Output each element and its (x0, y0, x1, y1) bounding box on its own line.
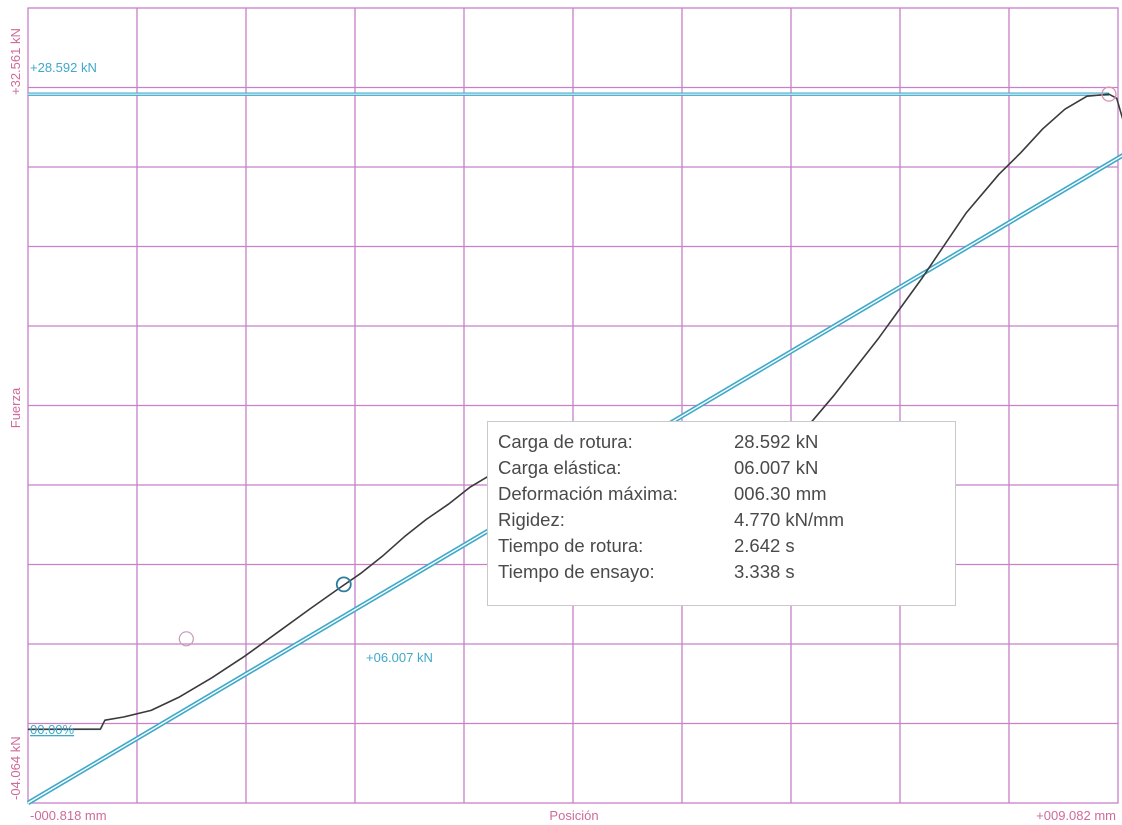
y-min-tick-label: -04.064 kN (8, 736, 23, 800)
break-load-marker (1101, 86, 1117, 102)
result-value: 4.770 kN/mm (734, 509, 845, 530)
result-label: Deformación máxima: (498, 483, 678, 504)
chart-series (26, 92, 1122, 805)
result-label: Tiempo de rotura: (498, 535, 644, 556)
result-label: Carga de rotura: (498, 431, 633, 452)
x-axis-title: Posición (549, 808, 598, 823)
force-curve-segment-2 (811, 93, 1122, 423)
x-max-tick-label: +009.082 mm (1036, 808, 1116, 823)
break-load-annotation: +28.592 kN (30, 60, 97, 75)
result-value: 28.592 kN (734, 431, 819, 452)
result-value: 06.007 kN (734, 457, 819, 478)
elastic-load-annotation: +06.007 kN (366, 650, 433, 665)
result-value: 3.338 s (734, 561, 795, 582)
stiffness-fit-line-highlight (27, 154, 1122, 804)
elastic-load-marker (335, 576, 352, 593)
force-curve-segment-1 (27, 457, 559, 731)
grid (27, 7, 1119, 804)
stiffness-fit-line (26, 153, 1122, 805)
results-panel: Carga de rotura: 28.592 kN Carga elástic… (487, 421, 956, 606)
result-value: 006.30 mm (734, 483, 827, 504)
secondary-marker (178, 631, 194, 647)
y-max-tick-label: +32.561 kN (8, 28, 23, 95)
result-label: Rigidez: (498, 509, 565, 530)
result-label: Carga elástica: (498, 457, 622, 478)
result-value: 2.642 s (734, 535, 795, 556)
y-axis-title: Fuerza (8, 387, 23, 428)
result-label: Tiempo de ensayo: (498, 561, 655, 582)
zero-percent-annotation: 00.00% (30, 722, 75, 737)
x-min-tick-label: -000.818 mm (30, 808, 107, 823)
chart-markers (178, 86, 1117, 647)
